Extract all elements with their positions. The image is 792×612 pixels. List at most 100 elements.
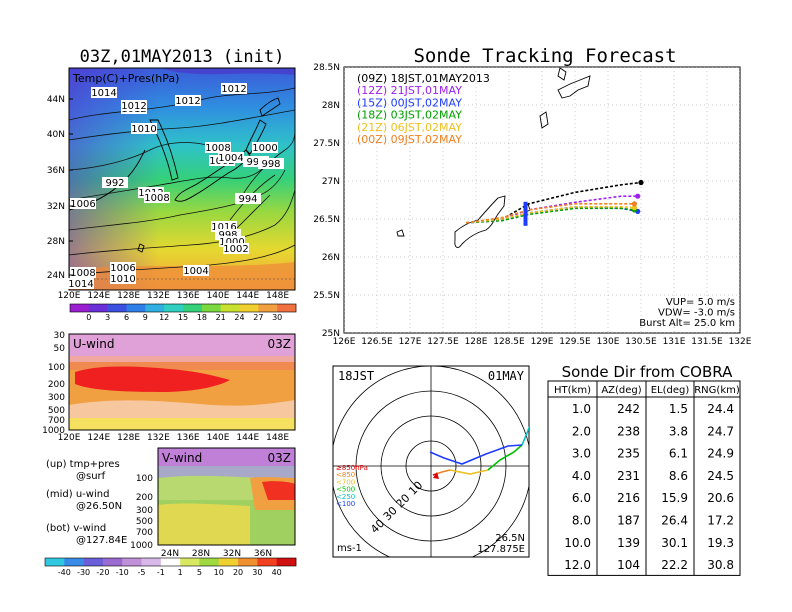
track-legend-entry: (15Z) 00JST,02MAY bbox=[357, 96, 462, 109]
sonde-direction-table: HT(km) AZ(deg) EL(deg) RNG(km) 1.0 242 1.5 24.4… bbox=[547, 380, 741, 576]
table-cell: 30.1 bbox=[661, 536, 688, 550]
u-lon-tick: 148E bbox=[266, 433, 289, 443]
v-wind-field bbox=[158, 448, 295, 545]
track-lat-ticks: 28.5N 28N 27.5N 27N 26.5N 26N 25.5N 25N bbox=[313, 63, 340, 339]
table-cell: 19.3 bbox=[707, 536, 734, 550]
table-header: AZ(deg) bbox=[601, 385, 641, 396]
table-header: HT(km) bbox=[554, 385, 591, 396]
u-wind-title: U-wind bbox=[73, 337, 114, 351]
isobar-label: 1016 bbox=[211, 222, 236, 233]
isobar-label-bg bbox=[215, 229, 241, 240]
track-legend-entry: (12Z) 21JST,01MAY bbox=[357, 84, 462, 97]
track-series-line bbox=[466, 207, 635, 224]
u-pressure-tick: 300 bbox=[48, 393, 65, 403]
track-lat-tick: 28N bbox=[322, 101, 340, 111]
track-lon-tick: 132E bbox=[729, 337, 752, 347]
map-lon-tick: 140E bbox=[207, 291, 230, 301]
isobar-label-bg bbox=[252, 142, 278, 153]
track-legend-entry: (09Z) 18JST,01MAY2013 bbox=[357, 72, 490, 85]
track-legend-entry: (18Z) 03JST,02MAY bbox=[357, 109, 462, 122]
isobar-label: 1012 bbox=[175, 96, 200, 107]
table-cell: 8.0 bbox=[572, 514, 591, 528]
polar-date: 01MAY bbox=[488, 369, 525, 383]
isobar-label-bg bbox=[110, 273, 136, 284]
track-lon-tick: 128.5E bbox=[493, 337, 525, 347]
table-cell: 24.4 bbox=[707, 402, 734, 416]
track-param: VUP= 5.0 m/s bbox=[666, 297, 735, 308]
table-title: Sonde Dir from COBRA bbox=[562, 363, 733, 381]
temp-colorbar-label: 6 bbox=[124, 313, 129, 322]
v-pressure-tick: 300 bbox=[136, 506, 153, 516]
table-cell: 1.0 bbox=[572, 402, 591, 416]
hodograph bbox=[429, 426, 529, 479]
isobar-label-bg bbox=[68, 278, 94, 289]
isobar-label: 1012 bbox=[121, 101, 146, 112]
table-cell: 26.4 bbox=[661, 514, 688, 528]
table-cell: 216 bbox=[617, 491, 640, 505]
temp-colorbar-swatch bbox=[107, 304, 127, 312]
map-lon-tick: 120E bbox=[58, 291, 81, 301]
isobar-label-bg bbox=[223, 243, 249, 254]
track-lon-tick: 126.5E bbox=[361, 337, 393, 347]
isobar-label-bg bbox=[91, 87, 117, 98]
temp-colorbar-swatch bbox=[277, 304, 297, 312]
isobar-labels: 1014101210121012101010081002100410009969… bbox=[68, 83, 284, 290]
track-legend: (09Z) 18JST,01MAY2013(12Z) 21JST,01MAY(1… bbox=[357, 72, 490, 146]
isobar-label: 1000 bbox=[252, 143, 277, 154]
isobar-label-bg bbox=[110, 262, 136, 273]
track-lat-tick: 27N bbox=[322, 177, 340, 187]
track-series bbox=[465, 179, 644, 226]
map-frame bbox=[68, 67, 296, 291]
track-lon-tick: 130E bbox=[597, 337, 620, 347]
wind-colorbar-swatch bbox=[199, 558, 220, 566]
table-cell: 235 bbox=[617, 447, 640, 461]
isobar-label: 1004 bbox=[218, 153, 243, 164]
map-lon-tick: 148E bbox=[266, 291, 289, 301]
isobar-label: 998 bbox=[261, 159, 280, 170]
track-lon-ticks: 126E 126.5E 127E 127.5E 128E 128.5E 129E 129.5E… bbox=[333, 337, 752, 347]
polar-level-entry: <850 bbox=[336, 471, 355, 479]
polar-level-entry: <500 bbox=[336, 486, 355, 494]
isobar-label-bg bbox=[205, 142, 231, 153]
wind-colorbar-label: -30 bbox=[77, 568, 90, 577]
track-lat-tick: 28.5N bbox=[313, 63, 340, 73]
wind-colorbar-label: 1 bbox=[178, 568, 183, 577]
wind-colorbar-swatch bbox=[83, 558, 104, 566]
wind-colorbar-label: -10 bbox=[116, 568, 129, 577]
isobar-label-bg bbox=[219, 236, 245, 247]
temp-colorbar-swatch bbox=[126, 304, 146, 312]
u-lon-tick: 144E bbox=[236, 433, 259, 443]
wind-colorbar-swatch bbox=[102, 558, 123, 566]
isobar-label: 1010 bbox=[131, 124, 156, 135]
launch-site-marker bbox=[523, 201, 528, 226]
table-header: RNG(km) bbox=[694, 385, 740, 396]
wind-colorbar-label: 20 bbox=[233, 568, 243, 577]
v-pressure-tick: 500 bbox=[136, 517, 153, 527]
wind-colorbar-label: 40 bbox=[272, 568, 282, 577]
track-end-point bbox=[635, 193, 641, 199]
track-end-point bbox=[631, 205, 638, 211]
table-cell: 8.6 bbox=[669, 469, 688, 483]
isobar-label: 1010 bbox=[110, 274, 135, 285]
wind-colorbar-label: 30 bbox=[252, 568, 262, 577]
wind-colorbar-swatch bbox=[122, 558, 142, 566]
table-cell: 1.5 bbox=[669, 402, 688, 416]
polar-level-entry: <700 bbox=[336, 478, 355, 486]
u-pressure-tick: 500 bbox=[48, 406, 65, 416]
track-end-point bbox=[638, 179, 644, 186]
isobar-label-bg bbox=[258, 158, 284, 169]
table-cell: 6.0 bbox=[572, 491, 591, 505]
isobar-label-bg bbox=[70, 267, 96, 278]
temp-colorbar-swatch bbox=[239, 304, 259, 312]
table-cell: 238 bbox=[617, 424, 640, 438]
u-pressure-tick: 700 bbox=[48, 416, 65, 426]
table-cell: 187 bbox=[617, 514, 640, 528]
temp-colorbar-label: 3 bbox=[105, 313, 110, 322]
u-pressure-tick: 200 bbox=[48, 380, 65, 390]
u-wind-lon-ticks: 120E 124E 128E 132E 136E 140E 144E 148E bbox=[58, 433, 290, 443]
legend-line: @127.84E bbox=[76, 535, 127, 546]
left-main-title: 03Z,01MAY2013 (init) bbox=[80, 47, 285, 67]
wind-colorbar-swatch bbox=[160, 558, 181, 566]
